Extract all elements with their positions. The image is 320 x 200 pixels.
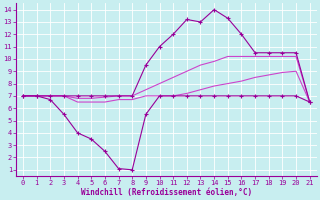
X-axis label: Windchill (Refroidissement éolien,°C): Windchill (Refroidissement éolien,°C) bbox=[81, 188, 252, 197]
